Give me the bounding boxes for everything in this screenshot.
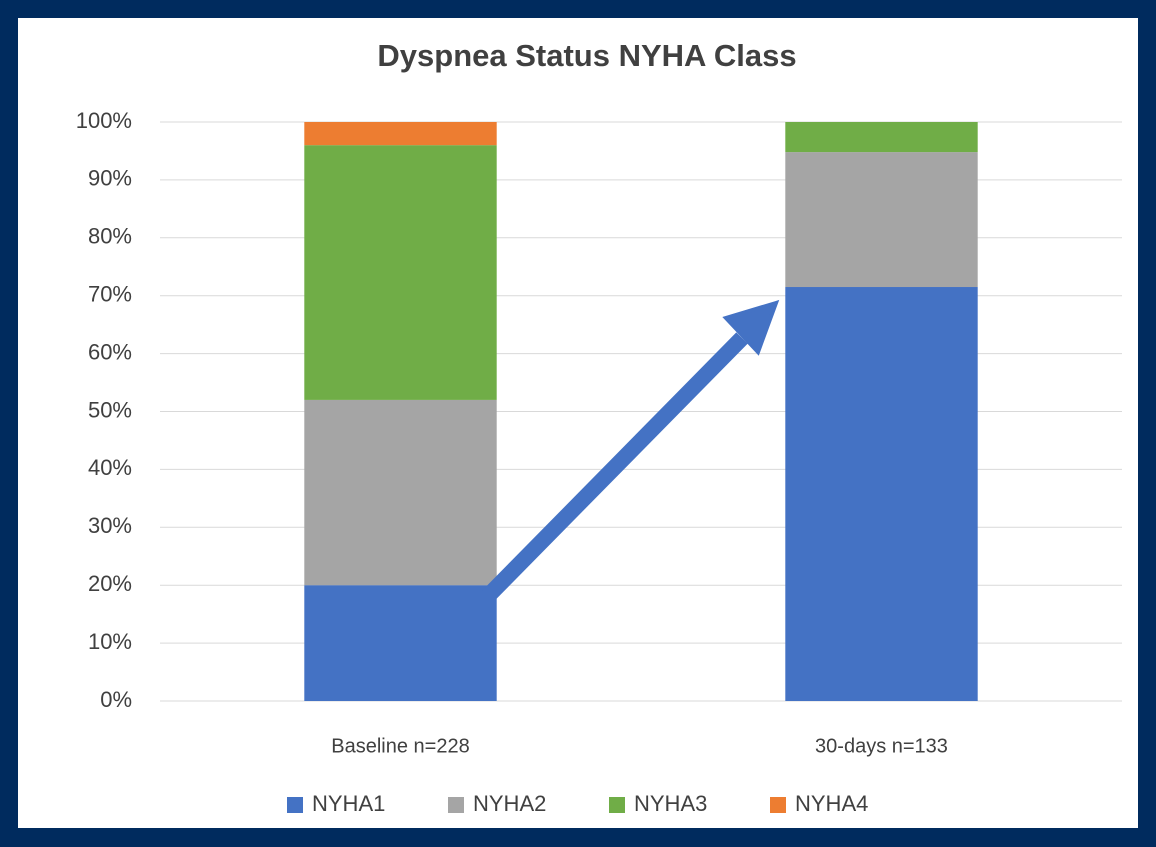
legend-label: NYHA4 [795, 791, 868, 816]
y-tick-label: 40% [88, 455, 132, 480]
y-tick-label: 80% [88, 224, 132, 249]
legend-label: NYHA2 [473, 791, 546, 816]
bar-segment [304, 145, 497, 400]
chart-title: Dyspnea Status NYHA Class [377, 38, 796, 73]
y-tick-label: 100% [76, 108, 132, 133]
y-tick-label: 10% [88, 629, 132, 654]
legend-label: NYHA1 [312, 791, 385, 816]
x-tick-label: Baseline n=228 [331, 735, 469, 757]
legend: NYHA1 NYHA2 NYHA3 NYHA4 [287, 791, 868, 816]
y-tick-label: 90% [88, 166, 132, 191]
bar-segment [785, 122, 978, 153]
plot-area: 0% 10% 20% 30% 40% 50% 60% 70% 80% 90% 100% Baselin… [76, 108, 1122, 816]
bar-segment [304, 122, 497, 146]
arrow-head [722, 299, 780, 356]
y-tick-label: 20% [88, 571, 132, 596]
legend-swatch [609, 797, 625, 813]
legend-label: NYHA3 [634, 791, 707, 816]
bar-segment [304, 399, 497, 586]
y-tick-label: 70% [88, 282, 132, 307]
y-tick-label: 30% [88, 513, 132, 538]
legend-swatch [770, 797, 786, 813]
y-tick-label: 0% [100, 687, 132, 712]
bar-segment [304, 585, 497, 701]
x-tick-label: 30-days n=133 [815, 735, 948, 757]
legend-swatch [448, 797, 464, 813]
legend-swatch [287, 797, 303, 813]
arrow-shaft [482, 332, 748, 602]
bar-segment [785, 287, 978, 701]
bar-segment [785, 152, 978, 288]
trend-arrow [482, 299, 780, 602]
y-tick-label: 50% [88, 397, 132, 422]
y-tick-label: 60% [88, 339, 132, 364]
